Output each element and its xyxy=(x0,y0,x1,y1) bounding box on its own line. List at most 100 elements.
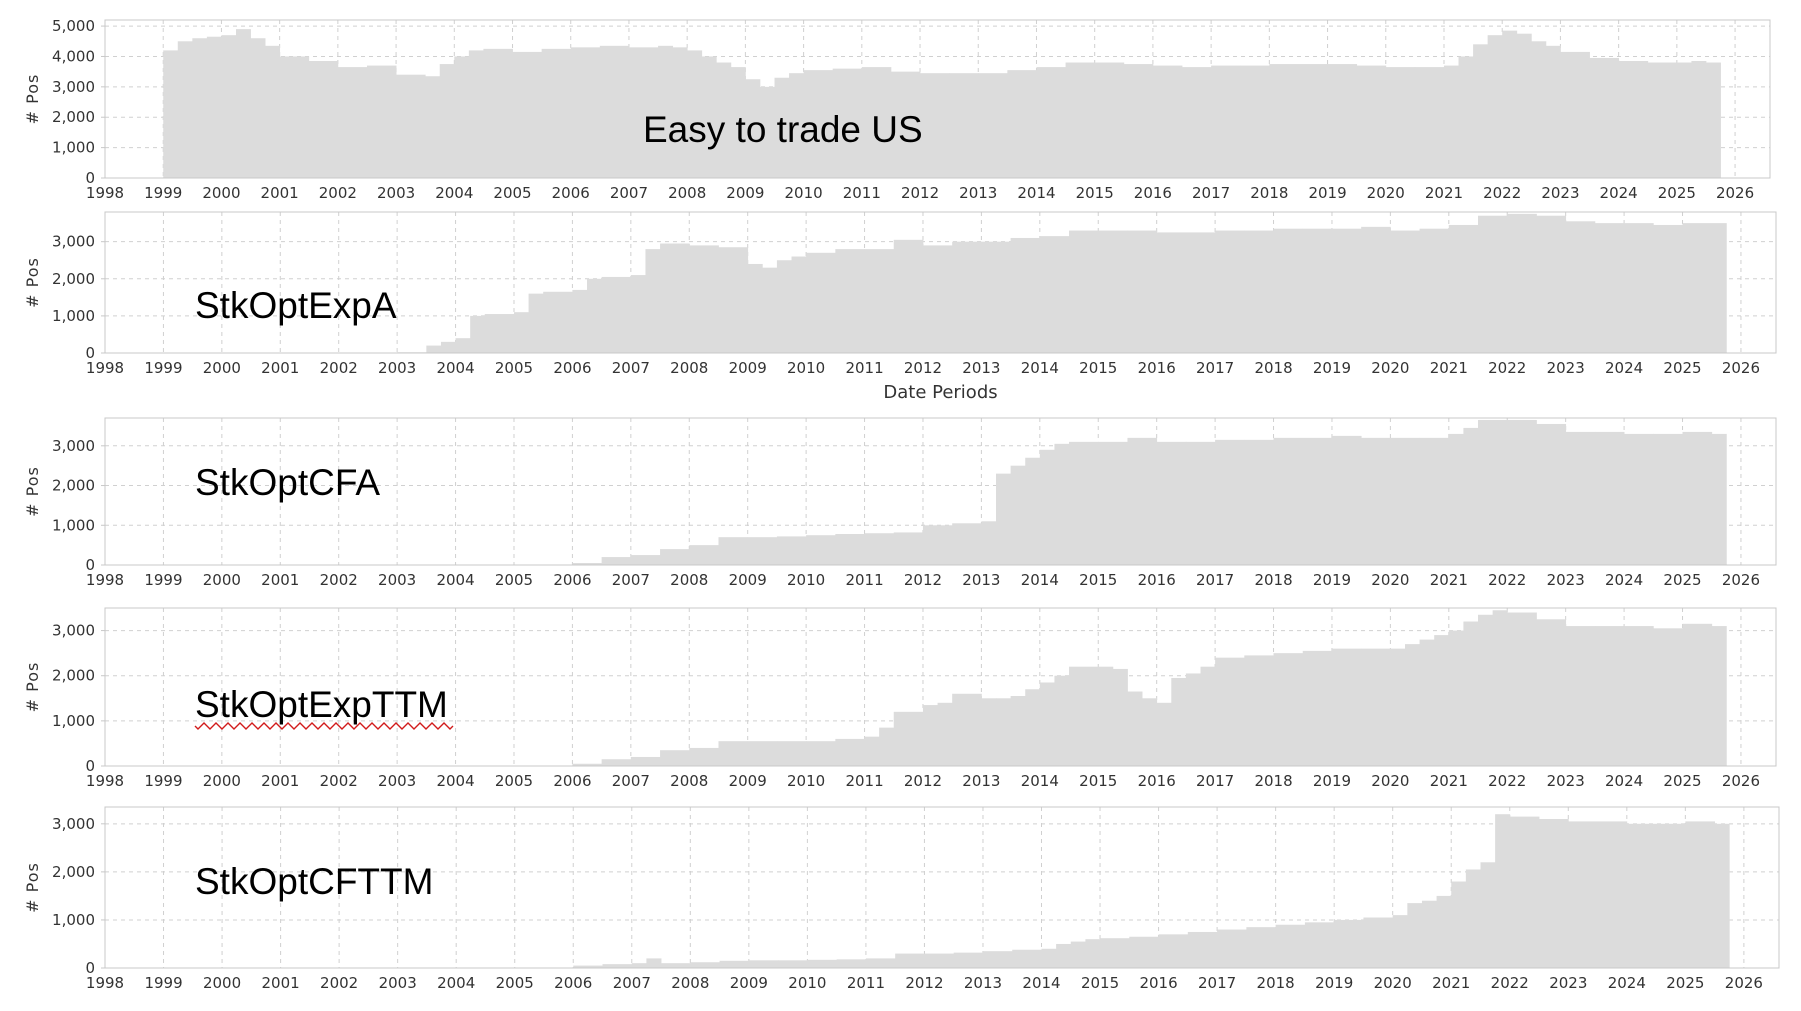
x-tick-label: 1999 xyxy=(144,359,182,377)
bar xyxy=(1676,62,1692,178)
x-tick-label: 2024 xyxy=(1600,184,1638,202)
bar xyxy=(1156,232,1187,353)
bar xyxy=(1560,51,1590,178)
bar xyxy=(337,67,368,178)
bar xyxy=(807,959,838,968)
bar xyxy=(1244,655,1274,766)
bar xyxy=(1495,814,1511,968)
x-tick-label: 2012 xyxy=(904,772,942,790)
bar xyxy=(1244,439,1274,565)
bar xyxy=(1463,427,1479,565)
bar xyxy=(937,702,953,766)
bar xyxy=(893,239,924,353)
bar xyxy=(646,958,662,968)
bar xyxy=(1361,648,1391,766)
panel-title: Easy to trade US xyxy=(643,109,923,150)
bar xyxy=(1478,215,1508,353)
plot-frame xyxy=(104,806,1780,969)
bar xyxy=(1653,224,1683,353)
bar xyxy=(396,74,426,178)
bar xyxy=(1458,56,1474,178)
y-tick-label: 5,000 xyxy=(52,17,95,35)
bar xyxy=(1507,419,1537,565)
bar xyxy=(1054,675,1070,766)
bar xyxy=(1098,230,1128,353)
bar xyxy=(1589,57,1620,178)
bar xyxy=(778,960,808,968)
bar xyxy=(601,557,632,565)
bar xyxy=(1421,900,1437,968)
x-tick-label: 2018 xyxy=(1250,184,1288,202)
bar xyxy=(1478,614,1494,766)
bar xyxy=(1705,62,1721,178)
bar xyxy=(1070,941,1086,968)
bar xyxy=(1436,895,1452,968)
bar xyxy=(1536,619,1567,766)
bar xyxy=(1361,437,1391,565)
bar xyxy=(454,56,470,178)
bar xyxy=(1448,224,1479,353)
bar xyxy=(776,741,807,766)
bar xyxy=(1656,823,1686,968)
bar xyxy=(920,73,950,178)
x-tick-label: 1998 xyxy=(86,571,124,589)
bar xyxy=(1682,431,1713,565)
bar xyxy=(1492,610,1508,766)
x-tick-label: 2025 xyxy=(1663,571,1701,589)
bar xyxy=(718,741,749,766)
x-tick-label: 2008 xyxy=(670,359,708,377)
x-tick-label: 2001 xyxy=(262,974,300,992)
x-tick-label: 2026 xyxy=(1722,571,1760,589)
x-tick-label: 2015 xyxy=(1081,974,1119,992)
bar xyxy=(1463,621,1479,766)
x-tick-label: 2022 xyxy=(1488,571,1526,589)
x-tick-label: 2020 xyxy=(1371,359,1409,377)
y-tick-label: 3,000 xyxy=(52,233,95,251)
bar xyxy=(1565,221,1596,353)
x-tick-label: 2006 xyxy=(554,974,592,992)
x-tick-label: 2005 xyxy=(496,974,534,992)
x-tick-label: 2006 xyxy=(553,571,591,589)
x-tick-label: 2011 xyxy=(843,184,881,202)
bar xyxy=(1302,228,1333,353)
x-tick-label: 2017 xyxy=(1198,974,1236,992)
x-tick-label: 2010 xyxy=(787,571,825,589)
x-tick-label: 2007 xyxy=(612,772,650,790)
x-tick-label: 2015 xyxy=(1079,772,1117,790)
bar xyxy=(1152,65,1183,178)
bar xyxy=(221,35,237,178)
bar xyxy=(718,247,749,353)
x-tick-label: 2002 xyxy=(319,184,357,202)
bar xyxy=(1298,64,1328,178)
bar xyxy=(836,959,867,968)
x-tick-label: 2022 xyxy=(1488,359,1526,377)
bar xyxy=(484,314,515,353)
y-axis-label: # Pos xyxy=(23,74,42,125)
y-tick-label: 1,000 xyxy=(52,307,95,325)
bar xyxy=(631,963,647,968)
bar xyxy=(570,47,601,178)
x-tick-label: 2007 xyxy=(613,974,651,992)
bar xyxy=(861,67,892,178)
y-tick-label: 1,000 xyxy=(52,911,95,929)
x-tick-label: 2024 xyxy=(1605,571,1643,589)
bar xyxy=(924,953,955,968)
x-tick-label: 2009 xyxy=(729,359,767,377)
x-tick-label: 2012 xyxy=(905,974,943,992)
bar xyxy=(192,38,208,178)
plot-frame xyxy=(104,417,1777,566)
bar xyxy=(468,50,484,179)
y-tick-label: 3,000 xyxy=(52,437,95,455)
x-tick-label: 2003 xyxy=(377,184,415,202)
bar xyxy=(206,36,222,178)
x-tick-label: 2006 xyxy=(553,359,591,377)
bar xyxy=(630,756,661,766)
bar xyxy=(1217,929,1247,968)
bar xyxy=(1487,35,1503,178)
bar xyxy=(789,73,805,178)
x-tick-label: 2001 xyxy=(261,571,299,589)
bar xyxy=(1036,67,1066,178)
bar xyxy=(776,260,792,353)
x-tick-label: 2001 xyxy=(261,184,299,202)
x-tick-label: 2007 xyxy=(612,571,650,589)
